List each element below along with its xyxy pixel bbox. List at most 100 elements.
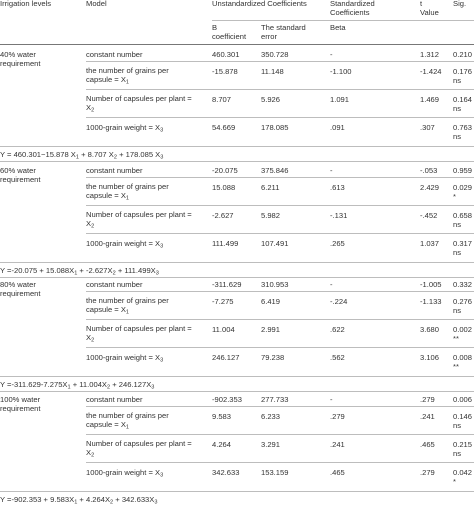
standard-error-value: 5.982 (261, 211, 281, 220)
t-value: -1.424 (420, 67, 442, 76)
model-term-line2-subscript: 2 (91, 107, 95, 114)
model-term-text: 1000-grain weight = X (86, 239, 161, 248)
model-term: 1000-grain weight = X3 (86, 239, 164, 250)
equation-part: 1 (74, 270, 78, 277)
model-term-subscript: 3 (160, 472, 164, 479)
b-coefficient-value: 342.633 (212, 468, 240, 477)
model-term-line2-text: X (86, 103, 92, 112)
row-divider (86, 205, 474, 206)
beta-value: -.224 (330, 297, 348, 306)
regression-equation: Y =-311.629-7.275X1 + 11.004X2 + 246.127… (0, 380, 154, 391)
model-term-subscript: 3 (160, 127, 164, 134)
model-term: constant number (86, 395, 143, 404)
beta-value: - (330, 166, 333, 175)
header-divider (212, 20, 474, 21)
sig-value: 0.215 (453, 440, 473, 449)
sig-value: 0.146 (453, 412, 473, 421)
model-term-line2-subscript: 1 (125, 309, 130, 316)
standard-error-value: 310.953 (261, 280, 289, 289)
t-value: -1.133 (420, 297, 442, 306)
b-coefficient-value: 460.301 (212, 50, 240, 59)
standard-error-value: 6.233 (261, 412, 281, 421)
model-term-line2: capsule = X1 (86, 305, 130, 316)
sig-value: 0.210 (453, 50, 473, 59)
b-coefficient-value: -311.629 (212, 280, 242, 289)
irrigation-level-line2: requirement (0, 289, 41, 298)
block-rule (0, 376, 474, 377)
header-bottom-rule (0, 44, 474, 45)
standard-error-value: 3.291 (261, 440, 281, 449)
model-term-line2-text: X (86, 333, 92, 342)
sig-marker: ns (453, 248, 462, 257)
equation-part: + 11.004X (70, 380, 107, 389)
sig-value: 0.006 (453, 395, 473, 404)
sig-marker: * (453, 477, 456, 486)
sig-marker: ns (453, 421, 462, 430)
model-term-line2-text: capsule = X (86, 420, 126, 429)
model-term-line1: Number of capsules per plant = (86, 324, 192, 333)
model-term-line1: the number of grains per (86, 411, 169, 420)
equation-part: 1 (75, 154, 79, 161)
model-term-line2-subscript: 2 (91, 337, 95, 344)
standard-error-value: 375.846 (261, 166, 289, 175)
t-value: 1.037 (420, 239, 440, 248)
b-coefficient-value: -902.353 (212, 395, 242, 404)
t-value: -.452 (420, 211, 438, 220)
standard-error-value: 2.991 (261, 325, 281, 334)
standard-error-value: 6.419 (261, 297, 281, 306)
header-se-line2: error (261, 32, 278, 41)
sig-marker: ** (453, 334, 459, 343)
beta-value: .265 (330, 239, 345, 248)
beta-value: .613 (330, 183, 345, 192)
model-term-text: 1000-grain weight = X (86, 123, 161, 132)
t-value: 2.429 (420, 183, 440, 192)
model-term-line2: X2 (86, 333, 95, 344)
model-term: 1000-grain weight = X3 (86, 353, 163, 363)
sig-marker: ** (453, 362, 459, 371)
sig-value: 0.008 (453, 353, 473, 362)
model-term-text: 1000-grain weight = X (86, 353, 161, 362)
header-t-line1: t (420, 0, 423, 8)
model-term: constant number (86, 50, 143, 59)
model-term-subscript: 3 (160, 243, 164, 250)
equation-part: Y =-20.075 + 15.088X (0, 266, 75, 275)
sig-marker: * (453, 192, 456, 201)
regression-equation: Y =-20.075 + 15.088X1 + -2.627X2 + 111.4… (0, 266, 159, 277)
equation-part: 2 (110, 499, 114, 506)
model-term-line2-subscript: 1 (125, 195, 130, 202)
block-rule (0, 491, 474, 492)
beta-value: .091 (330, 123, 345, 132)
model-term-line2: capsule = X1 (86, 420, 129, 430)
equation-rule (0, 391, 474, 392)
row-divider (86, 434, 474, 435)
model-term-line2: X2 (86, 103, 95, 114)
model-term-line2: X2 (86, 448, 94, 458)
model-term-line1: Number of capsules per plant = (86, 210, 192, 219)
t-value: .307 (420, 123, 435, 132)
equation-part: 2 (107, 384, 111, 391)
t-value: 1.469 (420, 95, 440, 104)
model-term-line2: capsule = X1 (86, 75, 129, 85)
header-se-line1: The standard (261, 23, 306, 32)
sig-value: 0.332 (453, 280, 473, 289)
b-coefficient-value: -20.075 (212, 166, 238, 175)
irrigation-level-line2: requirement (0, 59, 41, 68)
model-term-line2-text: capsule = X (86, 191, 126, 200)
b-coefficient-value: 54.669 (212, 123, 236, 132)
equation-part: 3 (160, 154, 164, 161)
model-term-line2: X2 (86, 219, 94, 229)
standard-error-value: 11.148 (261, 67, 284, 76)
standard-error-value: 277.733 (261, 395, 289, 404)
t-value: .279 (420, 468, 435, 477)
equation-part: 1 (67, 384, 71, 391)
irrigation-level-line1: 80% water (0, 280, 36, 289)
sig-value: 0.002 (453, 325, 473, 334)
b-coefficient-value: 11.004 (212, 325, 235, 334)
beta-value: .465 (330, 468, 345, 477)
row-divider (86, 177, 474, 178)
model-term-line2-text: X (86, 219, 92, 228)
standard-error-value: 107.491 (261, 239, 289, 248)
b-coefficient-value: 246.127 (212, 353, 240, 362)
row-divider (86, 347, 474, 348)
